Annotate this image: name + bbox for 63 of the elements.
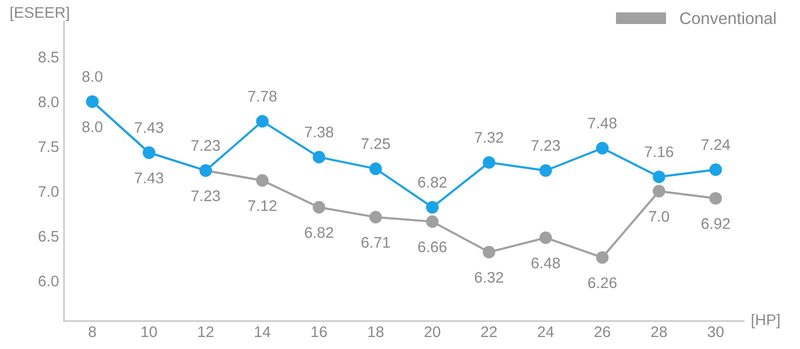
data-label: 7.25 bbox=[362, 138, 390, 150]
x-tick-label: 30 bbox=[708, 326, 724, 338]
point bbox=[426, 201, 439, 214]
point bbox=[312, 201, 326, 214]
point bbox=[539, 164, 552, 177]
data-label: 7.43 bbox=[134, 122, 164, 133]
x-tick-label: 20 bbox=[424, 326, 440, 338]
data-label: 7.24 bbox=[702, 139, 730, 150]
data-label: 6.71 bbox=[362, 237, 390, 248]
point bbox=[256, 115, 269, 128]
point bbox=[709, 192, 722, 205]
point bbox=[709, 163, 722, 176]
data-label: 7.23 bbox=[192, 190, 220, 202]
legend-label: Conventional bbox=[680, 12, 776, 24]
point bbox=[369, 210, 382, 224]
x-tick-label: 12 bbox=[198, 326, 214, 338]
point bbox=[539, 232, 552, 244]
data-label: 7.16 bbox=[644, 146, 674, 158]
data-label: 6.66 bbox=[418, 241, 447, 252]
x-tick-label: 10 bbox=[142, 326, 157, 338]
data-label: 6.32 bbox=[474, 272, 504, 283]
point bbox=[312, 150, 326, 164]
point bbox=[426, 215, 439, 228]
point bbox=[652, 184, 666, 198]
data-label: 6.82 bbox=[304, 227, 334, 238]
x-tick-label: 22 bbox=[481, 326, 497, 338]
data-label: 7.0 bbox=[649, 211, 670, 222]
y-tick-label: 7.5 bbox=[38, 141, 58, 152]
data-label: 6.92 bbox=[702, 218, 730, 230]
data-label: 7.38 bbox=[304, 126, 334, 138]
point bbox=[369, 162, 382, 176]
data-label: 6.26 bbox=[588, 277, 617, 288]
y-tick-label: 7.0 bbox=[38, 186, 59, 197]
data-label: 6.48 bbox=[532, 258, 560, 268]
y-tick-label: 8.5 bbox=[38, 52, 58, 62]
data-label: 7.12 bbox=[248, 200, 276, 211]
point bbox=[596, 142, 609, 154]
x-tick-label: 16 bbox=[312, 326, 327, 338]
point bbox=[256, 174, 269, 187]
x-axis-title: [HP] bbox=[752, 314, 780, 328]
point bbox=[482, 156, 496, 169]
x-tick-label: 18 bbox=[368, 326, 384, 338]
x-tick-label: 28 bbox=[651, 326, 667, 338]
data-label: 7.23 bbox=[192, 140, 220, 151]
x-tick-label: 14 bbox=[255, 326, 270, 338]
x-tick-label: 26 bbox=[594, 326, 610, 338]
data-label: 8.0 bbox=[82, 121, 102, 132]
data-label: 8.0 bbox=[82, 71, 102, 82]
data-label: 7.78 bbox=[248, 90, 277, 102]
data-label: 6.82 bbox=[418, 176, 446, 188]
y-tick-label: 8.0 bbox=[38, 96, 59, 108]
y-tick-label: 6.5 bbox=[38, 230, 58, 242]
data-label: 7.32 bbox=[474, 132, 504, 143]
point bbox=[482, 246, 496, 258]
y-tick-label: 6.0 bbox=[38, 276, 59, 286]
x-tick-label: 8 bbox=[88, 326, 96, 338]
x-tick-label: 24 bbox=[538, 326, 554, 338]
point bbox=[652, 170, 666, 184]
data-label: 7.48 bbox=[588, 118, 617, 128]
y-axis-title: [ESEER] bbox=[10, 6, 69, 21]
data-label: 7.43 bbox=[134, 172, 164, 184]
data-label: 7.23 bbox=[532, 140, 560, 151]
point bbox=[596, 251, 609, 264]
